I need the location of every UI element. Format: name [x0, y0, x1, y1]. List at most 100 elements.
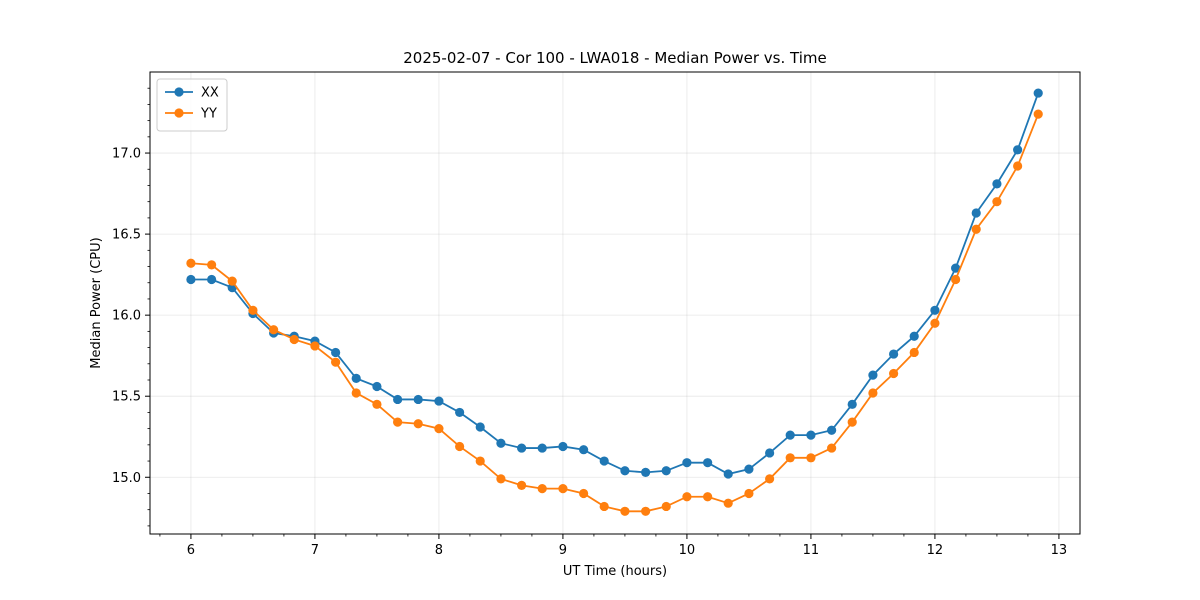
- data-point-xx: [744, 464, 754, 474]
- data-point-xx: [455, 407, 465, 418]
- data-point-xx: [682, 458, 692, 468]
- data-point-xx: [1013, 145, 1023, 155]
- data-point-xx: [661, 466, 671, 476]
- data-point-xx: [992, 179, 1002, 189]
- x-tick-label: 10: [679, 543, 696, 558]
- data-point-yy: [393, 417, 403, 427]
- data-point-yy: [207, 260, 217, 270]
- data-point-yy: [455, 441, 465, 452]
- legend-marker: [174, 87, 184, 97]
- data-point-yy: [372, 399, 382, 409]
- series-area: [186, 88, 1043, 516]
- data-point-yy: [599, 501, 609, 512]
- data-point-xx: [558, 441, 568, 452]
- series-line-yy: [190, 113, 1040, 513]
- data-point-yy: [765, 474, 775, 484]
- data-point-xx: [641, 467, 651, 477]
- y-tick-label: 15.5: [112, 390, 141, 405]
- data-point-yy: [517, 480, 527, 490]
- data-point-yy: [289, 334, 299, 345]
- x-tick-label: 13: [1051, 543, 1068, 558]
- data-point-xx: [372, 381, 382, 392]
- y-tick-label: 16.5: [112, 228, 141, 243]
- data-point-xx: [723, 469, 733, 479]
- axes-ticks: 6 7 8 9 10 11 12 13 15.0 15.5 16.0 16.5 17.0: [112, 87, 1068, 558]
- data-point-yy: [847, 417, 857, 427]
- data-point-xx: [889, 349, 899, 359]
- data-point-yy: [889, 368, 899, 379]
- data-point-yy: [413, 419, 423, 429]
- data-point-xx: [434, 396, 444, 406]
- y-tick-label: 16.0: [112, 309, 141, 324]
- y-tick-label: 17.0: [112, 147, 141, 162]
- legend-item-xx: XX: [165, 86, 219, 101]
- data-point-yy: [661, 501, 671, 512]
- data-point-xx: [207, 274, 217, 285]
- data-point-yy: [971, 224, 981, 234]
- data-point-xx: [971, 208, 981, 218]
- data-point-yy: [351, 388, 361, 398]
- data-point-xx: [785, 430, 795, 440]
- x-tick-label: 7: [311, 543, 319, 558]
- data-point-xx: [909, 331, 919, 341]
- series-line-xx: [190, 92, 1040, 475]
- x-axis-label: UT Time (hours): [563, 564, 667, 579]
- plot-frame: [149, 71, 1081, 535]
- x-tick-label: 9: [559, 543, 567, 558]
- data-point-yy: [558, 484, 568, 494]
- data-point-yy: [310, 341, 320, 351]
- data-point-yy: [496, 474, 506, 484]
- series-yy: [186, 109, 1043, 516]
- data-point-yy: [951, 274, 961, 285]
- legend: XX YY: [156, 78, 228, 132]
- data-point-yy: [641, 506, 651, 516]
- data-point-yy: [744, 488, 754, 499]
- data-point-yy: [331, 357, 341, 367]
- series-xx: [186, 88, 1043, 479]
- data-point-yy: [1013, 161, 1023, 171]
- data-point-xx: [413, 394, 423, 405]
- data-point-xx: [579, 445, 589, 455]
- data-point-yy: [475, 456, 485, 466]
- data-point-xx: [186, 274, 196, 285]
- data-point-yy: [806, 453, 816, 463]
- data-point-yy: [269, 325, 279, 335]
- data-point-xx: [703, 458, 713, 468]
- data-point-xx: [1033, 88, 1043, 98]
- y-axis-label: Median Power (CPU): [89, 237, 104, 368]
- data-point-xx: [806, 430, 816, 440]
- legend-marker: [174, 108, 184, 118]
- data-point-xx: [331, 347, 341, 358]
- data-point-yy: [248, 305, 258, 315]
- data-point-xx: [496, 438, 506, 448]
- data-point-xx: [475, 422, 485, 432]
- grid: [150, 72, 1080, 534]
- x-tick-label: 11: [803, 543, 820, 558]
- data-point-xx: [393, 394, 403, 405]
- data-point-xx: [930, 305, 940, 315]
- data-point-yy: [868, 388, 878, 398]
- data-point-xx: [765, 448, 775, 458]
- data-point-yy: [703, 492, 713, 502]
- data-point-yy: [992, 197, 1002, 207]
- data-point-xx: [620, 466, 630, 476]
- data-point-yy: [227, 276, 237, 286]
- data-point-yy: [930, 318, 940, 328]
- data-point-xx: [827, 425, 837, 435]
- data-point-yy: [909, 347, 919, 358]
- data-point-xx: [847, 399, 857, 409]
- legend-label: YY: [200, 107, 217, 122]
- x-tick-label: 6: [187, 543, 195, 558]
- data-point-yy: [537, 484, 547, 494]
- data-point-yy: [620, 506, 630, 516]
- x-tick-label: 12: [927, 543, 944, 558]
- legend-label: XX: [201, 86, 219, 101]
- data-point-xx: [537, 443, 547, 453]
- data-point-xx: [351, 373, 361, 383]
- data-point-xx: [868, 370, 878, 380]
- x-tick-label: 8: [435, 543, 443, 558]
- data-point-xx: [517, 443, 527, 453]
- data-point-yy: [723, 498, 733, 508]
- data-point-xx: [599, 456, 609, 466]
